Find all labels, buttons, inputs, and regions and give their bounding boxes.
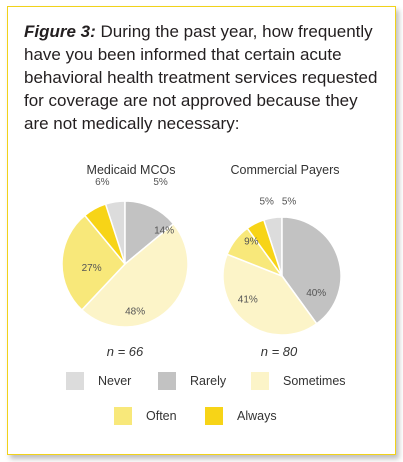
legend-swatch-rarely bbox=[158, 372, 176, 390]
pie-commercial: 5% 40% 41% 9% 5% bbox=[222, 197, 342, 336]
slice-label-medicaid-sometimes: 48% bbox=[125, 307, 145, 318]
legend-swatch-never bbox=[66, 372, 84, 390]
legend-swatch-sometimes bbox=[251, 372, 269, 390]
pie-slice-commercial-sometimes bbox=[222, 253, 318, 336]
legend-item-often: Often bbox=[114, 407, 177, 425]
pie-slice-medicaid-sometimes bbox=[80, 222, 189, 328]
n-label-commercial: n = 80 bbox=[260, 344, 298, 359]
slice-label-medicaid-often: 27% bbox=[82, 263, 102, 274]
figure-number: Figure 3: bbox=[24, 22, 96, 41]
legend-label-always: Always bbox=[237, 409, 277, 423]
slice-label-medicaid-rarely: 14% bbox=[154, 225, 174, 236]
pie-slice-medicaid-rarely bbox=[124, 200, 175, 266]
pie-slice-commercial-rarely bbox=[281, 216, 342, 325]
legend-item-sometimes: Sometimes bbox=[251, 372, 346, 390]
slice-label-commercial-sometimes: 41% bbox=[238, 294, 258, 305]
legend-label-often: Often bbox=[146, 409, 177, 423]
figure-question: During the past year, how frequently hav… bbox=[24, 22, 378, 133]
legend-item-never: Never bbox=[66, 372, 131, 390]
pie-title-medicaid: Medicaid MCOs bbox=[86, 163, 176, 177]
slice-label-commercial-always: 5% bbox=[259, 197, 274, 208]
pie-slice-commercial-always bbox=[246, 218, 283, 277]
pie-slice-medicaid-always bbox=[83, 203, 126, 265]
slice-label-commercial-never: 5% bbox=[282, 197, 297, 208]
n-label-medicaid: n = 66 bbox=[106, 344, 144, 359]
slice-label-medicaid-always: 6% bbox=[95, 177, 110, 188]
legend-label-rarely: Rarely bbox=[190, 374, 227, 388]
slice-label-commercial-often: 9% bbox=[244, 237, 259, 248]
pie-title-commercial: Commercial Payers bbox=[230, 163, 340, 177]
pie-slice-medicaid-often bbox=[61, 214, 126, 311]
legend-label-sometimes: Sometimes bbox=[283, 374, 346, 388]
legend-swatch-often bbox=[114, 407, 132, 425]
legend-item-always: Always bbox=[205, 407, 277, 425]
pie-medicaid: 5% 14% 48% 27% 6% bbox=[61, 177, 189, 328]
legend-swatch-always bbox=[205, 407, 223, 425]
legend-item-rarely: Rarely bbox=[158, 372, 226, 390]
slice-label-medicaid-never: 5% bbox=[153, 177, 168, 188]
slice-label-commercial-rarely: 40% bbox=[306, 288, 326, 299]
legend-label-never: Never bbox=[98, 374, 132, 388]
figure-title: Figure 3: During the past year, how freq… bbox=[24, 20, 384, 135]
